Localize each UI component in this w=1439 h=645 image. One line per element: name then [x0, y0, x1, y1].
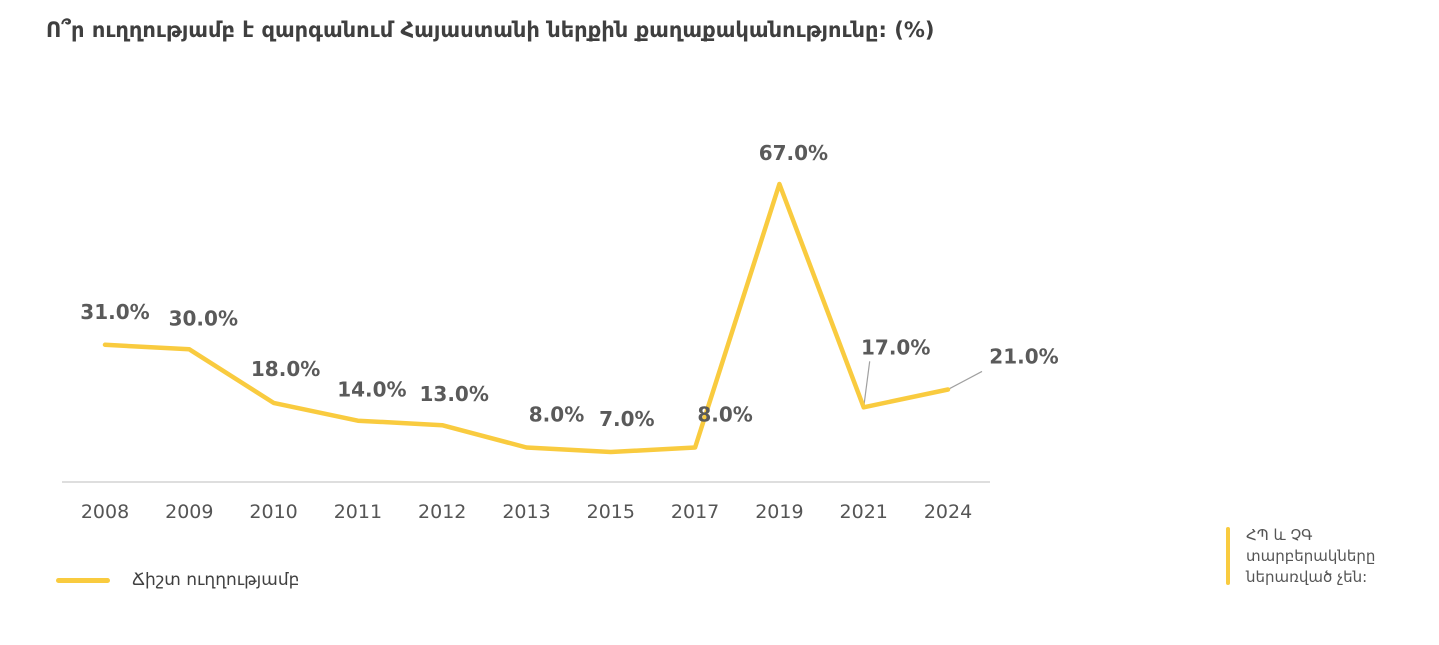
data-labels: 31.0% 30.0% 18.0% 14.0% 13.0% 8.0% 7.0% 8.0% 67.…	[80, 141, 1058, 431]
data-label-2019: 67.0%	[759, 141, 828, 165]
data-label-2013: 8.0%	[529, 403, 584, 427]
data-label-2012: 13.0%	[420, 382, 489, 406]
data-label-2024: 21.0%	[989, 344, 1058, 368]
legend-swatch	[56, 577, 110, 583]
data-label-2011: 14.0%	[337, 378, 406, 402]
data-label-2008: 31.0%	[80, 300, 149, 324]
x-tick-label-2008: 2008	[81, 501, 129, 523]
line-chart: 31.0% 30.0% 18.0% 14.0% 13.0% 8.0% 7.0% 8.0% 67.…	[62, 141, 1059, 523]
data-label-2010: 18.0%	[251, 357, 320, 381]
leader-lines	[863, 361, 983, 408]
legend: Ճիշտ ուղղությամբ	[56, 570, 299, 590]
footnote: ՀՊ և ՉԳ տարբերակները ներառված չեն:	[1226, 525, 1421, 588]
x-tick-label-2013: 2013	[502, 501, 550, 523]
x-tick-label-2012: 2012	[418, 501, 466, 523]
data-label-2017: 8.0%	[697, 403, 752, 427]
x-tick-label-2024: 2024	[924, 501, 972, 523]
leader-line-2024	[947, 370, 983, 390]
x-tick-label-2019: 2019	[755, 501, 803, 523]
series-line	[102, 181, 951, 455]
data-label-2021: 17.0%	[861, 335, 930, 359]
x-tick-labels: 2008 2009 2010 2011 2012 2013 2015 2017 2019 2021…	[81, 501, 972, 523]
x-tick-label-2009: 2009	[165, 501, 213, 523]
legend-label: Ճիշտ ուղղությամբ	[132, 570, 300, 590]
x-tick-label-2017: 2017	[671, 501, 719, 523]
chart-title: Ո՞ր ուղղությամբ է զարգանում Հայաստանի նե…	[46, 18, 935, 42]
x-tick-label-2015: 2015	[587, 501, 635, 523]
data-label-2009: 30.0%	[169, 306, 238, 330]
leader-line-2021	[863, 361, 871, 408]
x-tick-label-2021: 2021	[840, 501, 888, 523]
x-tick-label-2011: 2011	[334, 501, 382, 523]
data-label-2015: 7.0%	[599, 407, 654, 431]
footnote-text: ՀՊ և ՉԳ տարբերակները ներառված չեն:	[1246, 526, 1376, 586]
x-tick-label-2010: 2010	[249, 501, 297, 523]
footnote-bar	[1226, 527, 1230, 585]
